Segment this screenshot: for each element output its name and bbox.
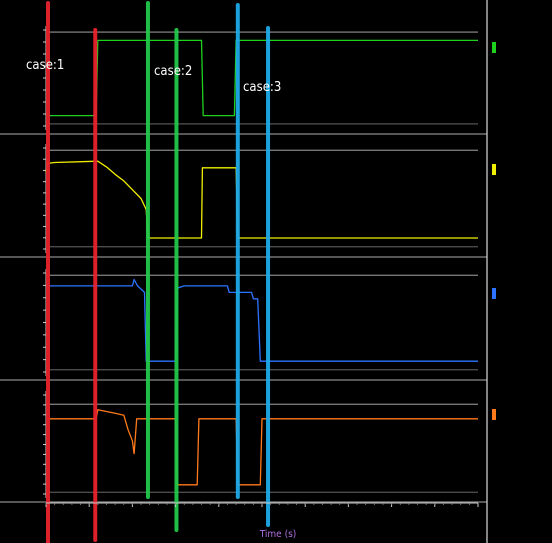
case-label-3: case:3	[243, 80, 281, 95]
legend-swatch	[492, 409, 496, 420]
x-axis-label: Time (s)	[259, 529, 297, 540]
case-label-1: case:1	[26, 58, 64, 73]
legend-swatch	[492, 288, 496, 299]
legend-swatch	[492, 42, 496, 53]
legend-swatch	[492, 164, 496, 175]
case-label-2: case:2	[154, 64, 192, 79]
